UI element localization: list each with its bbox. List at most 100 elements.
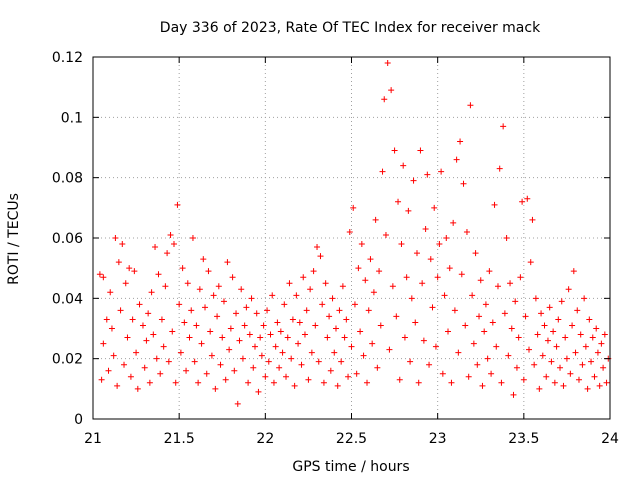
data-point [236,337,243,344]
data-point [410,177,417,184]
data-point [339,283,346,290]
data-point [529,216,536,223]
data-point [164,250,171,257]
data-point [591,373,598,380]
data-point [148,289,155,296]
data-point [317,253,324,260]
data-point [544,337,551,344]
data-point [117,307,124,314]
x-tick-label: 22.5 [336,431,367,447]
y-tick-label: 0.04 [52,291,83,307]
data-point [103,316,110,323]
data-point [541,322,548,329]
data-point [469,292,476,299]
data-point [539,352,546,359]
data-point [298,361,305,368]
data-point [96,271,103,278]
data-point [281,301,288,308]
data-point [324,334,331,341]
data-point [588,358,595,365]
data-point [362,277,369,284]
data-point [550,328,557,335]
data-point [503,235,510,241]
data-point [291,382,298,389]
data-point [146,379,153,386]
data-point [295,340,302,347]
data-point [569,322,576,329]
data-point [100,340,107,347]
data-point [338,358,345,365]
data-point [417,147,424,154]
data-point [419,280,426,287]
data-point [365,307,372,314]
data-point [269,292,276,299]
data-point [150,331,157,338]
data-point [141,364,148,371]
data-point [170,241,177,248]
data-point [105,367,112,374]
data-point [100,274,107,281]
data-point [293,292,300,299]
data-point [596,382,603,389]
y-tick-label: 0.06 [52,231,83,247]
data-point [455,349,462,356]
data-point [155,271,162,278]
data-point [351,301,358,308]
data-point [262,373,269,380]
data-point [334,382,341,389]
data-point [546,304,553,311]
data-point [350,204,357,211]
data-point [320,379,327,386]
data-point [329,295,336,302]
data-point [515,334,522,341]
data-point [114,382,121,389]
data-point [355,265,362,272]
data-point [222,376,229,383]
data-point [498,379,505,386]
data-point [184,280,191,287]
data-point [300,274,307,281]
data-point [465,373,472,380]
data-point [205,268,212,275]
data-point [332,325,339,332]
data-point [308,349,315,356]
data-point [322,280,329,287]
data-point [489,319,496,326]
data-point [432,343,439,350]
data-point [248,295,255,302]
data-point [408,295,415,302]
data-point [517,274,524,281]
data-point [534,331,541,338]
data-point [463,228,470,235]
data-point [575,376,582,383]
data-point [543,373,550,380]
data-point [600,364,607,371]
data-point [443,235,450,241]
data-point [227,325,234,332]
data-point [326,313,333,320]
data-point [331,349,338,356]
data-point [441,292,448,299]
data-point [208,352,215,359]
data-point [405,207,412,214]
data-point [370,289,377,296]
data-point [129,316,136,323]
data-point [284,334,291,341]
data-point [177,349,184,356]
data-point [446,265,453,272]
data-point [215,283,222,290]
data-point [400,162,407,169]
data-point [110,352,117,359]
data-point [570,268,577,275]
data-point [524,195,531,202]
data-point [501,310,508,317]
data-point [508,325,515,332]
data-point [589,334,596,341]
data-point [494,283,501,290]
data-point [196,286,203,293]
data-point [183,367,190,374]
data-point [558,298,565,305]
data-point [548,358,555,365]
data-point [451,307,458,314]
